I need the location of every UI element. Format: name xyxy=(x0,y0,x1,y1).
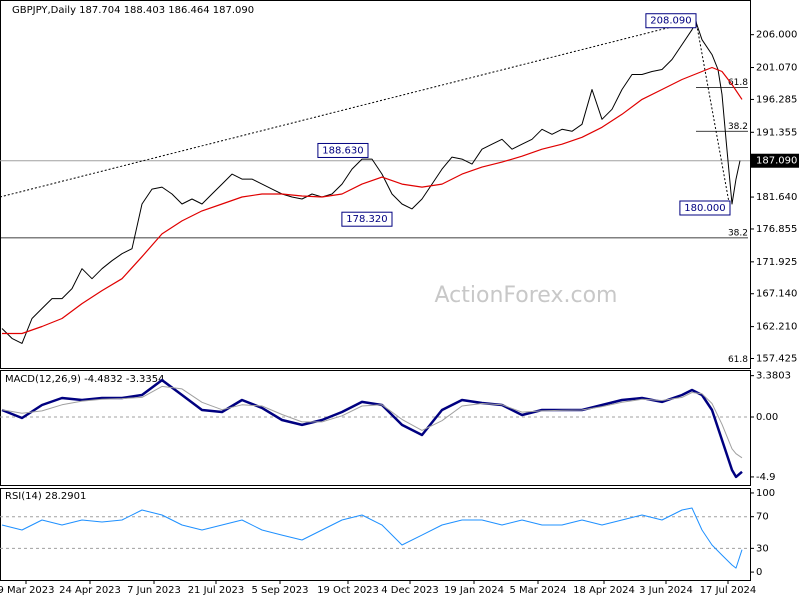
rsi-title: RSI(14) 28.2901 xyxy=(5,491,86,502)
y-tick-label: -4.9 xyxy=(756,472,776,483)
annotation-box xyxy=(679,200,731,216)
annotation-label: 178.320 xyxy=(346,214,387,225)
x-tick-label: 21 Jul 2023 xyxy=(188,585,245,596)
fib-label: 38.2 xyxy=(728,228,748,238)
y-tick-label: 3.3803 xyxy=(756,371,791,382)
y-tick-label: 171.925 xyxy=(756,257,797,268)
annotation-box xyxy=(645,13,697,29)
series-line xyxy=(1,378,743,479)
x-tick-label: 24 Apr 2023 xyxy=(59,585,121,596)
x-tick-label: 5 Mar 2024 xyxy=(509,585,566,596)
x-tick-label: 4 Dec 2023 xyxy=(381,585,439,596)
y-tick-label: 0 xyxy=(756,567,762,578)
series-line xyxy=(1,385,743,459)
price-title: GBPJPY,Daily 187.704 188.403 186.464 187… xyxy=(12,5,254,16)
y-tick-label: 191.355 xyxy=(756,127,797,138)
annotation-label: 208.090 xyxy=(650,16,691,27)
x-tick-label: 19 Oct 2023 xyxy=(317,585,379,596)
x-tick-label: 19 Jan 2024 xyxy=(444,585,504,596)
annotation-label: 180.000 xyxy=(684,203,725,214)
y-tick-label: 196.285 xyxy=(756,94,797,105)
series-line xyxy=(2,66,743,335)
y-tick-label: 167.140 xyxy=(756,289,797,300)
y-tick-label: 70 xyxy=(756,512,769,523)
series-line xyxy=(1,21,741,344)
x-tick-label: 9 Mar 2023 xyxy=(0,585,55,596)
macd-title: MACD(12,26,9) -4.4832 -3.3354 xyxy=(5,374,165,385)
x-tick-label: 18 Apr 2024 xyxy=(573,585,635,596)
last-price-box xyxy=(751,153,799,168)
price-pane xyxy=(0,0,751,369)
series-line xyxy=(1,507,743,569)
x-tick-label: 7 Jun 2023 xyxy=(127,585,181,596)
y-tick-label: 162.210 xyxy=(756,322,797,333)
fib-label: 61.8 xyxy=(728,78,748,88)
x-tick-label: 17 Jul 2024 xyxy=(700,585,757,596)
annotation-box xyxy=(341,211,393,227)
annotation-box xyxy=(317,142,369,158)
y-tick-label: 157.425 xyxy=(756,354,797,365)
x-tick-label: 5 Sep 2023 xyxy=(251,585,308,596)
x-tick-label: 3 Jun 2024 xyxy=(639,585,693,596)
fib-label: 61.8 xyxy=(728,355,748,365)
last-price-label: 187.090 xyxy=(756,156,797,167)
annotation-label: 188.630 xyxy=(322,145,363,156)
watermark: ActionForex.com xyxy=(435,283,618,308)
y-tick-label: 201.070 xyxy=(756,63,797,74)
y-tick-label: 30 xyxy=(756,543,769,554)
y-tick-label: 0.00 xyxy=(756,412,778,423)
fib-label: 38.2 xyxy=(728,122,748,132)
rsi-pane xyxy=(0,488,751,581)
macd-pane xyxy=(0,370,751,486)
y-tick-label: 206.000 xyxy=(756,30,797,41)
y-tick-label: 176.855 xyxy=(756,224,797,235)
y-tick-label: 100 xyxy=(756,488,775,499)
y-tick-label: 181.640 xyxy=(756,192,797,203)
